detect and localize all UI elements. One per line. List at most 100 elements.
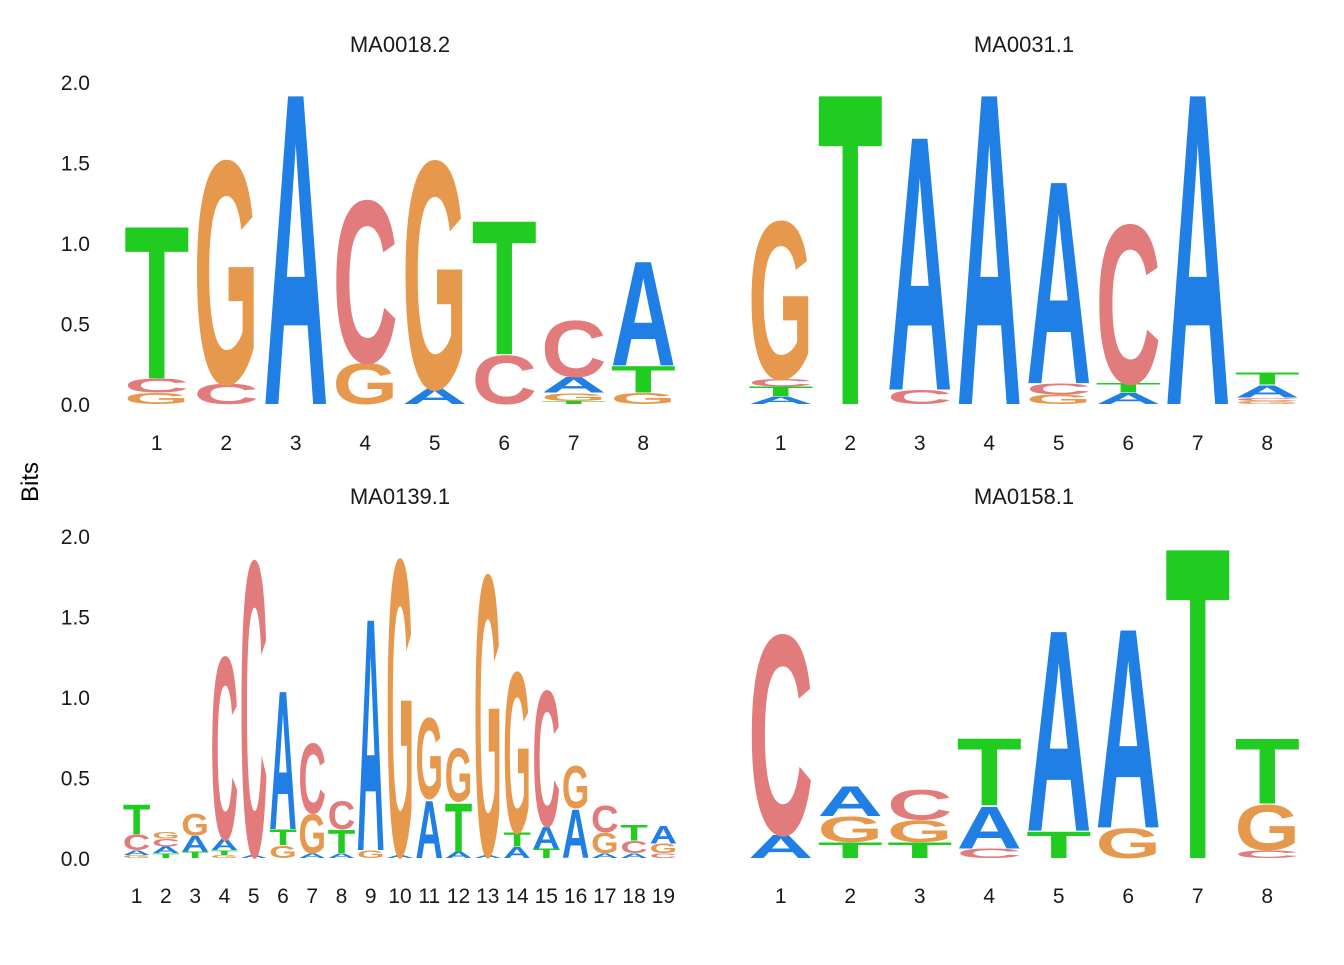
y-tick-label: 1.5 [61,607,90,630]
logo-letter-G: G [416,694,444,824]
x-tick-label: 1 [775,885,787,908]
logo-letter-A: A [887,61,952,467]
logo-letter-A: A [1026,570,1091,893]
x-tick-label: 8 [637,432,649,455]
logo-letter-C: C [887,781,952,828]
x-tick-label: 6 [1122,432,1134,455]
logo-letter-A: A [416,783,444,875]
logo-letter-T: T [1096,381,1161,396]
logo-letter-G: G [357,848,385,861]
x-tick-label: 4 [983,432,995,455]
logo-letter-A: A [240,854,267,859]
x-tick-label: 16 [564,885,587,908]
x-tick-label: 1 [775,432,787,455]
x-tick-label: 7 [1192,885,1204,908]
logo-letter-C: C [211,602,239,894]
x-tick-label: 5 [1053,885,1065,908]
x-tick-label: 2 [844,432,856,455]
logo-letter-A: A [298,852,326,860]
y-tick-label: 1.5 [61,153,90,176]
logo-letter-T: T [269,825,297,850]
x-tick-label: 3 [290,432,302,455]
logo-letter-A: A [620,852,648,860]
panel-title: MA0139.1 [350,484,450,509]
logo-letter-C: C [533,650,561,868]
x-tick-label: 6 [277,885,289,908]
logo-letter-C: C [957,846,1022,861]
logo-letter-G: G [818,810,883,850]
logo-letter-A: A [328,852,356,860]
logo-letter-G: G [503,624,531,881]
logo-letter-T: T [124,180,189,425]
x-tick-label: 2 [220,432,232,455]
logo-letter-T: T [181,850,209,860]
x-tick-label: 6 [498,432,510,455]
x-tick-label: 7 [568,432,580,455]
logo-letter-C: C [748,376,813,388]
logo-letter-T: T [1235,369,1300,389]
logo-letter-A: A [611,231,676,398]
logo-letter-A: A [591,852,619,860]
logo-letter-C: C [124,375,189,397]
logo-letter-C: C [240,472,268,945]
logo-letter-A: A [386,854,413,859]
logo-letter-T: T [887,838,952,863]
logo-letter-C: C [123,830,150,855]
x-tick-label: 15 [535,885,558,908]
panel-title: MA0018.2 [350,32,450,57]
logo-letter-A: A [1096,390,1161,408]
x-tick-label: 12 [447,885,470,908]
x-tick-label: 4 [219,885,231,908]
logo-letter-T: T [123,796,151,844]
logo-letter-A: A [445,850,473,860]
logo-letter-A: A [957,794,1022,862]
logo-letter-T: T [503,829,530,852]
y-tick-label: 1.0 [61,233,90,256]
logo-letter-A: A [957,1,1022,500]
logo-letter-A: A [181,832,208,857]
panel-title: MA0158.1 [974,484,1074,509]
logo-letter-T: T [541,400,606,405]
logo-letter-T: T [620,820,648,845]
logo-letter-A: A [402,384,467,409]
x-tick-label: 5 [1053,432,1065,455]
logo-letter-T: T [957,718,1022,826]
x-tick-label: 3 [914,885,926,908]
logo-letter-C: C [472,342,537,419]
x-tick-label: 3 [189,885,201,908]
logo-letter-T: T [1026,824,1091,867]
logo-letter-T: T [818,838,883,863]
logo-letter-C: C [541,304,606,394]
logo-letter-C: C [1235,848,1300,860]
logo-letter-G: G [887,814,952,849]
y-tick-label: 0.0 [61,848,90,871]
logo-letter-A: A [748,828,813,865]
x-tick-label: 6 [1122,885,1134,908]
logo-letter-T: T [445,790,473,867]
x-tick-label: 8 [1261,432,1273,455]
logo-letter-C: C [194,378,259,410]
logo-letter-T: T [611,359,676,402]
logo-letter-C: C [333,153,398,413]
logo-letter-A: A [541,372,606,397]
logo-letter-A: A [748,394,813,406]
x-tick-label: 8 [336,885,348,908]
logo-letter-A: A [1026,120,1091,445]
y-tick-label: 0.0 [61,394,90,417]
logo-letter-G: G [591,827,618,859]
x-tick-label: 8 [1261,885,1273,908]
logo-letter-T: T [1165,454,1230,953]
x-tick-label: 5 [248,885,260,908]
x-tick-label: 7 [306,885,318,908]
logo-letter-T: T [152,852,180,860]
x-tick-label: 1 [131,885,143,908]
logo-letter-C: C [1026,380,1091,398]
x-tick-label: 3 [914,432,926,455]
logo-letter-G: G [402,92,467,458]
logo-letter-A: A [650,821,678,849]
logo-letter-A: A [1235,381,1300,401]
x-tick-label: 17 [593,885,616,908]
x-tick-label: 14 [505,885,529,908]
logo-letter-A: A [533,821,561,856]
